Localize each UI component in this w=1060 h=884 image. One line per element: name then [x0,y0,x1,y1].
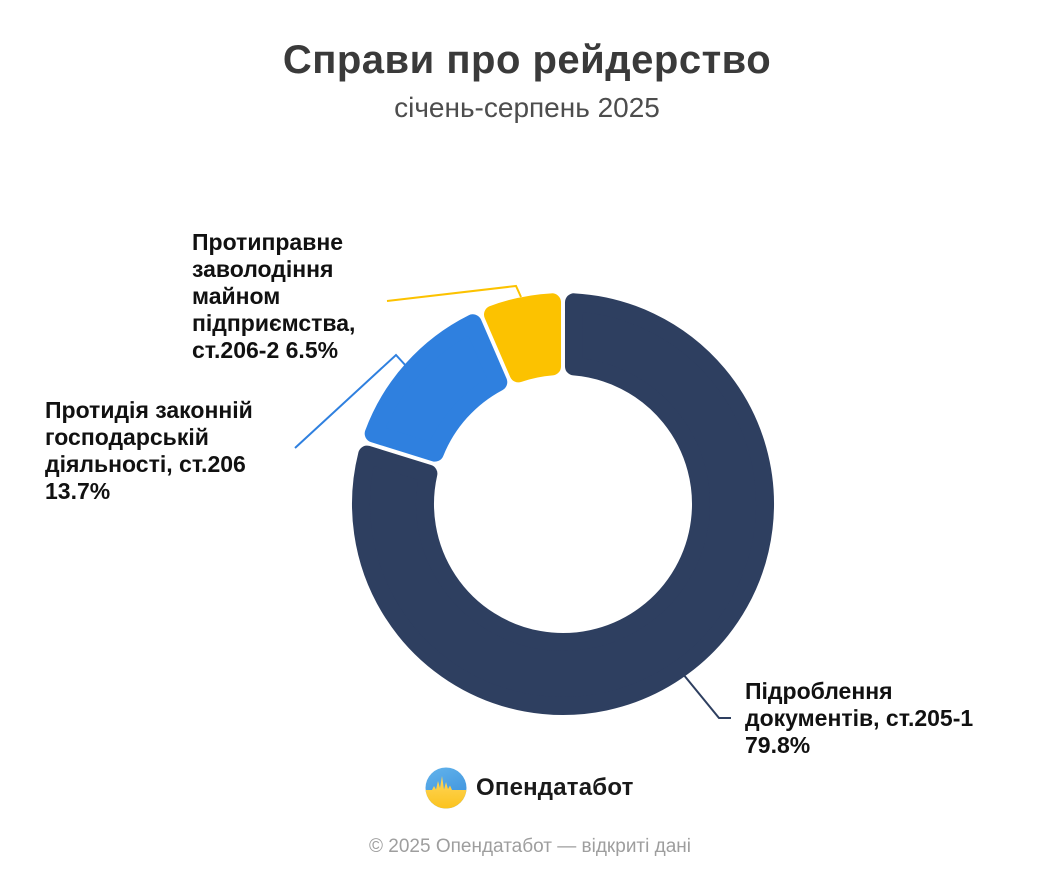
slice-label-line: Підроблення [745,678,893,704]
slice-label-line: Протидія законній [45,397,253,423]
slice-label-line: підприємства, [192,310,356,336]
pie-slice-st206-2 [483,293,562,383]
slice-label-line: Протиправне [192,229,344,255]
slice-label-st206: Протидія законній господарській діяльнос… [45,397,253,505]
copyright-text: © 2025 Опендатабот — відкриті дані [369,836,691,857]
slice-label-line: 13.7% [45,478,111,504]
slice-label-st206-2: Протиправне заволодіння майном підприємс… [192,229,355,364]
opendatabot-logo: Опендатабот [425,766,634,809]
pie-slice-st206 [364,314,508,462]
leader-line-st205-1 [682,673,731,719]
slice-label-line: 79.8% [745,732,811,758]
chart-title: Справи про рейдерство [282,38,772,82]
pie-slice-st205-1 [352,293,774,715]
leader-line-st206-2 [386,284,522,302]
slice-label-line: ст.206-2 6.5% [192,337,339,363]
opendatabot-pulse-icon [425,767,467,808]
slice-label-line: документів, ст.205-1 [745,705,974,731]
slice-label-line: діяльності, ст.206 [45,451,246,477]
slice-label-line: заволодіння [192,256,334,282]
slice-label-st205-1: Підроблення документів, ст.205-1 79.8% [745,678,973,759]
opendatabot-logo-text: Опендатабот [476,773,634,801]
leader-line-st206 [294,353,408,449]
slice-label-line: майном [192,283,281,309]
chart-subtitle: січень-серпень 2025 [394,92,660,123]
slice-label-line: господарській [45,424,209,450]
